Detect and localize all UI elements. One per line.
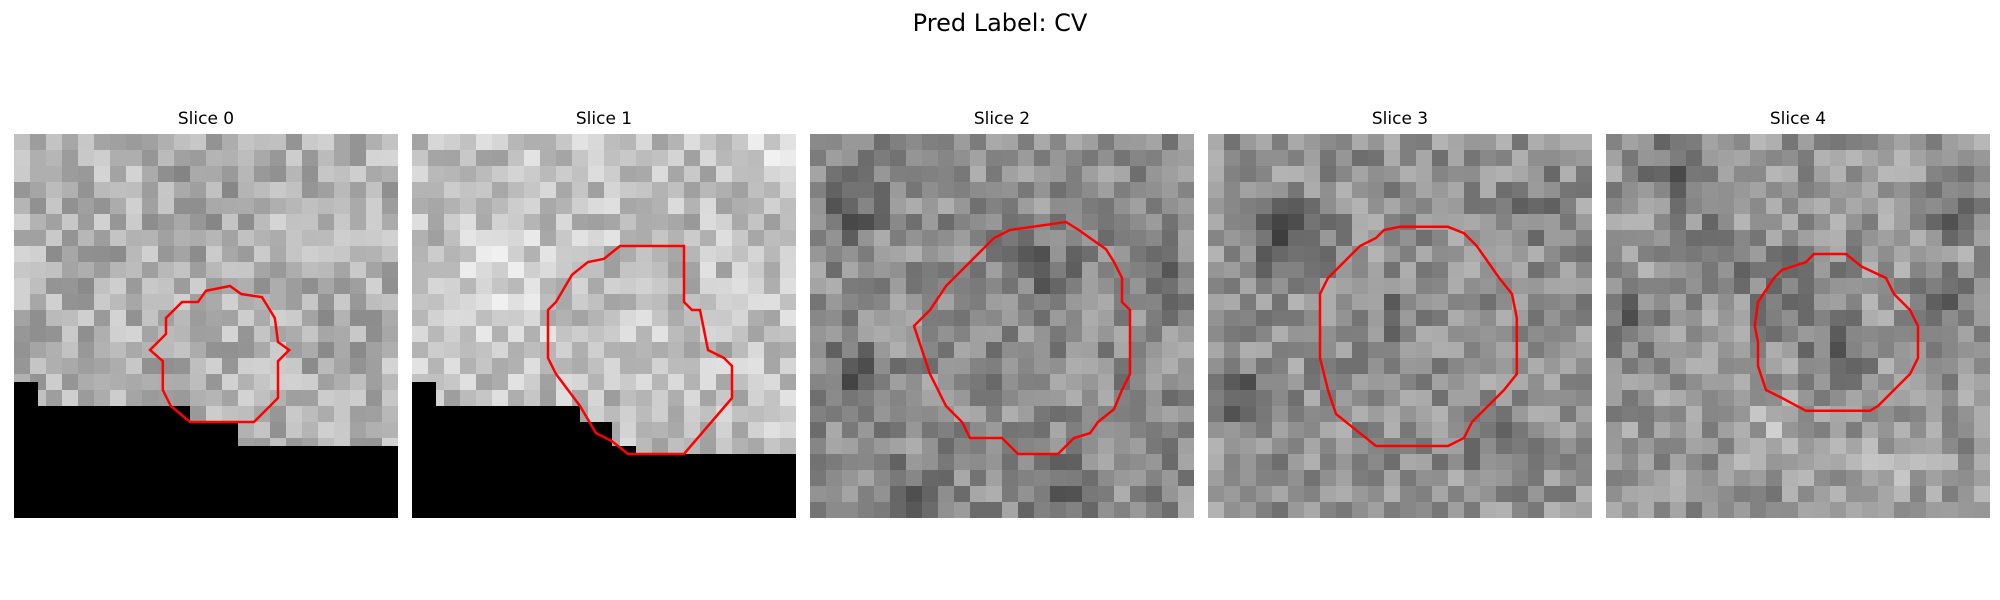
pixel-grid [1208,134,1592,518]
segmentation-contour [148,284,292,424]
slice-image [810,134,1194,518]
slice-image [1208,134,1592,518]
masked-region [412,382,796,518]
slice-title: Slice 0 [177,109,235,129]
segmentation-contour [912,220,1132,456]
slice-title: Slice 4 [1769,109,1827,129]
masked-region [14,382,398,518]
slice-panel-3: Slice 3 [1208,108,1592,518]
figure-title: Pred Label: CV [912,9,1088,37]
segmentation-contour [546,244,734,456]
slice-image [412,134,796,518]
slice-panel-2: Slice 2 [810,108,1194,518]
slice-image [1606,134,1990,518]
slice-title: Slice 1 [575,109,633,129]
pixel-grid [1606,134,1990,518]
segmentation-contour [1318,225,1519,448]
slice-image [14,134,398,518]
slice-panel-0: Slice 0 [14,108,398,518]
slice-panel-4: Slice 4 [1606,108,1990,518]
slice-title: Slice 3 [1371,109,1429,129]
pixel-grid [810,134,1194,518]
slice-panel-1: Slice 1 [412,108,796,518]
slice-title: Slice 2 [973,109,1031,129]
segmentation-contour [1753,252,1920,413]
